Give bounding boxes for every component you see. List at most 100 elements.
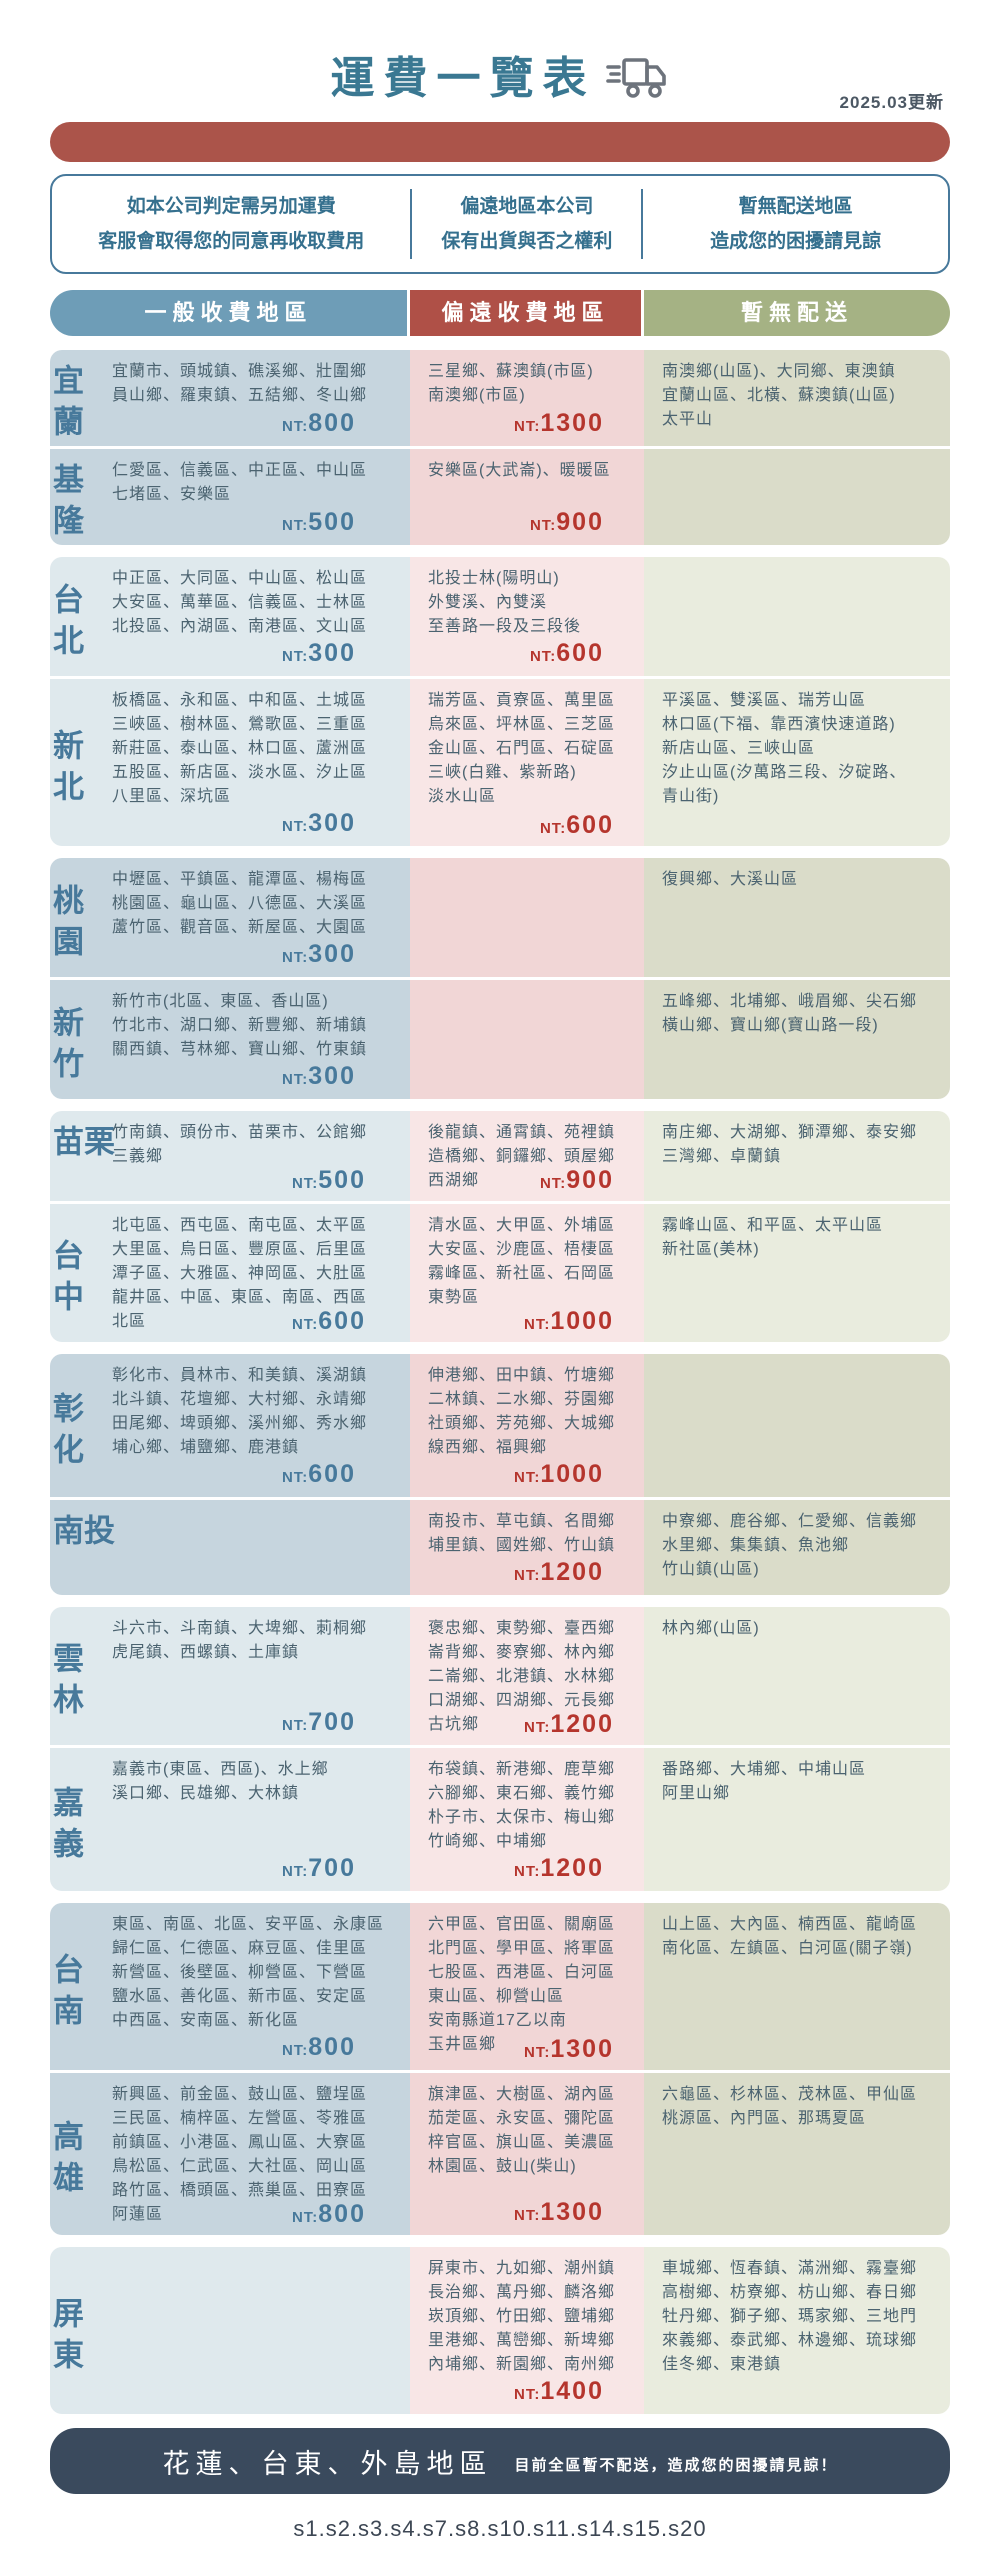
remote-price: NT:1000: [524, 1307, 614, 1336]
area-line: 新興區、前金區、鼓山區、鹽埕區: [112, 2086, 368, 2104]
price-currency: NT:: [539, 1175, 567, 1193]
price-currency: NT:: [514, 2386, 541, 2404]
none-cell: 車城鄉、恆春鎮、滿洲鄉、霧臺鄉 高樹鄉、枋寮鄉、枋山鄉、春日鄉 牡丹鄉、獅子鄉、瑪家…: [644, 2247, 950, 2415]
region-label: 台中: [50, 1239, 83, 1322]
page-header: 運費一覽表: [50, 42, 950, 106]
general-price: NT:600: [282, 1460, 396, 1489]
price-value: 900: [566, 1166, 614, 1195]
general-cell: 嘉義 嘉義市(東區、西區)、水上鄉 溪口鄉、民雄鄉、大林鎮 NT:700: [50, 1748, 410, 1892]
cell-body: 旗津區、大樹區、湖內區 茄萣區、永安區、彌陀區 梓官區、旗山區、美濃區 林園區、鼓山(…: [410, 2073, 644, 2235]
notice-remote-right: 偏遠地區本公司 保有出貨與否之權利: [410, 189, 644, 260]
price-currency: NT:: [281, 2042, 309, 2060]
area-line: 高樹鄉、枋寮鄉、枋山鄉、春日鄉: [662, 2284, 918, 2302]
area-line: 朴子市、太保市、梅山鄉: [428, 1809, 616, 1827]
remote-cell: [410, 858, 644, 978]
area-line: 新店山區、三峽山區: [662, 740, 816, 758]
area-line: 安樂區(大武崙)、暖暖區: [428, 462, 611, 480]
area-line: 埔心鄉、埔鹽鄉、鹿港鎮: [112, 1439, 300, 1457]
column-header-none: 暫無配送: [644, 290, 950, 337]
cell-body: 宜蘭市、頭城鎮、礁溪鄉、壯圍鄉 員山鄉、羅東鎮、五結鄉、冬山鄉 NT:800: [108, 350, 410, 446]
general-price: NT:300: [282, 1062, 396, 1091]
region-group: 台北 中正區、大同區、中山區、松山區 大安區、萬華區、信義區、士林區 北投區、內湖區、…: [50, 557, 950, 847]
price-value: 600: [308, 1460, 356, 1489]
area-line: 佳冬鄉、東港鎮: [662, 2356, 782, 2374]
cell-body: [410, 980, 644, 1099]
area-line: 新竹市(北區、東區、香山區): [112, 993, 329, 1011]
cell-body: 北屯區、西屯區、南屯區、太平區 大里區、烏日區、豐原區、后里區 潭子區、大雅區、神岡…: [108, 1204, 410, 1342]
notice-no-delivery: 暫無配送地區 造成您的困擾請見諒: [643, 189, 948, 259]
column-header-remote: 偏遠收費地區: [410, 290, 641, 337]
area-line: 北斗鎮、花壇鄉、大村鄉、永靖鄉: [112, 1391, 368, 1409]
area-line: 林園區、鼓山(柴山): [428, 2158, 577, 2176]
area-line: 口湖鄉、四湖鄉、元長鄉: [428, 1692, 616, 1710]
area-line: 前鎮區、小港區、鳳山區、大寮區: [112, 2134, 368, 2152]
cell-body: [644, 449, 950, 545]
region-label: 屏東: [50, 2296, 83, 2379]
region-group: 桃園 中壢區、平鎮區、龍潭區、楊梅區 桃園區、龜山區、八德區、大溪區 蘆竹區、觀音區、…: [50, 858, 950, 1100]
area-line: 南化區、左鎮區、白河區(關子嶺): [662, 1940, 913, 1958]
general-price: NT:700: [282, 1854, 396, 1883]
general-cell: 新竹 新竹市(北區、東區、香山區) 竹北市、湖口鄉、新豐鄉、新埔鎮 關西鎮、芎林鄉、寶…: [50, 980, 410, 1100]
row-divider: [50, 2070, 950, 2074]
area-line: 東區、南區、北區、安平區、永康區: [112, 1916, 385, 1934]
area-line: 埔里鎮、國姓鄉、竹山鎮: [428, 1537, 616, 1555]
area-line: 嘉義市(東區、西區)、水上鄉: [112, 1761, 329, 1779]
remote-cell: 清水區、大甲區、外埔區 大安區、沙鹿區、梧棲區 霧峰區、新社區、石岡區 東勢區 NT:1…: [410, 1204, 644, 1343]
area-line: 鹽水區、善化區、新市區、安定區: [112, 1988, 368, 2006]
area-line: 山上區、大內區、楠西區、龍崎區: [662, 1916, 918, 1934]
cell-body: [644, 1354, 950, 1497]
update-date: 2025.03更新: [839, 93, 944, 112]
cell-body: 安樂區(大武崙)、暖暖區 NT:900: [410, 449, 644, 545]
none-cell: 平溪區、雙溪區、瑞芳山區 林口區(下福、靠西濱快速道路) 新店山區、三峽山區 汐止山區…: [644, 679, 950, 847]
price-value: 600: [318, 1307, 366, 1336]
area-line: 桃園區、龜山區、八德區、大溪區: [112, 895, 368, 913]
area-line: 霧峰山區、和平區、太平山區: [662, 1217, 884, 1235]
area-line: 歸仁區、仁德區、麻豆區、佳里區: [112, 1940, 368, 1958]
area-line: 旗津區、大樹區、湖內區: [428, 2086, 616, 2104]
price-currency: NT:: [514, 1567, 541, 1585]
price-value: 600: [566, 811, 614, 840]
area-line: 路竹區、橋頭區、燕巢區、田寮區: [112, 2182, 368, 2200]
region-row: 桃園 中壢區、平鎮區、龍潭區、楊梅區 桃園區、龜山區、八德區、大溪區 蘆竹區、觀音區、…: [50, 858, 950, 978]
region-group: 苗栗 竹南鎮、頭份市、苗栗市、公館鄉 三義鄉 NT:500 後龍鎮、通霄鎮、苑裡鎮 造橋鄉…: [50, 1111, 950, 1343]
area-line: 梓官區、旗山區、美濃區: [428, 2134, 616, 2152]
cell-body: 番路鄉、大埔鄉、中埔山區 阿里山鄉: [644, 1748, 950, 1891]
area-line: 關西鎮、芎林鄉、寶山鄉、竹東鎮: [112, 1041, 368, 1059]
region-label: 新北: [50, 728, 83, 811]
area-line: 六甲區、官田區、關廟區: [428, 1916, 616, 1934]
area-line: 桃源區、內門區、那瑪夏區: [662, 2110, 867, 2128]
cell-body: 褒忠鄉、東勢鄉、臺西鄉 崙背鄉、麥寮鄉、林內鄉 二崙鄉、北港鎮、水林鄉 口湖鄉、四湖鄉…: [410, 1607, 644, 1745]
remote-cell: 安樂區(大武崙)、暖暖區 NT:900: [410, 449, 644, 546]
area-line: 南澳鄉(市區): [428, 387, 526, 405]
row-divider: [50, 1497, 950, 1501]
remote-cell: 三星鄉、蘇澳鎮(市區) 南澳鄉(市區) NT:1300: [410, 350, 644, 447]
area-line: 大安區、沙鹿區、梧棲區: [428, 1241, 616, 1259]
region-label: 宜蘭: [50, 364, 83, 447]
cell-body: 北投士林(陽明山) 外雙溪、內雙溪 至善路一段及三段後 NT:600: [410, 557, 644, 676]
area-line: 玉井區鄉: [428, 2036, 497, 2054]
general-cell: 高雄 新興區、前金區、鼓山區、鹽埕區 三民區、楠梓區、左營區、苓雅區 前鎮區、小港區、…: [50, 2073, 410, 2236]
cell-body: 六龜區、杉林區、茂林區、甲仙區 桃源區、內門區、那瑪夏區: [644, 2073, 950, 2235]
remote-cell: 褒忠鄉、東勢鄉、臺西鄉 崙背鄉、麥寮鄉、林內鄉 二崙鄉、北港鎮、水林鄉 口湖鄉、四湖鄉…: [410, 1607, 644, 1746]
none-cell: 復興鄉、大溪山區: [644, 858, 950, 978]
general-cell: 彰化 彰化市、員林市、和美鎮、溪湖鎮 北斗鎮、花壇鄉、大村鄉、永靖鄉 田尾鄉、埤頭鄉、…: [50, 1354, 410, 1498]
cell-body: 中壢區、平鎮區、龍潭區、楊梅區 桃園區、龜山區、八德區、大溪區 蘆竹區、觀音區、新屋…: [108, 858, 410, 977]
price-value: 1000: [550, 1307, 614, 1336]
region-row: 高雄 新興區、前金區、鼓山區、鹽埕區 三民區、楠梓區、左營區、苓雅區 前鎮區、小港區、…: [50, 2073, 950, 2236]
remote-price: NT:900: [530, 508, 630, 537]
area-line: 新營區、後壁區、柳營區、下營區: [112, 1964, 368, 1982]
cell-body: 中正區、大同區、中山區、松山區 大安區、萬華區、信義區、士林區 北投區、內湖區、南港…: [108, 557, 410, 676]
remote-cell: 六甲區、官田區、關廟區 北門區、學甲區、將軍區 七股區、西港區、白河區 東山區、柳營山…: [410, 1903, 644, 2071]
region-group: 彰化 彰化市、員林市、和美鎮、溪湖鎮 北斗鎮、花壇鄉、大村鄉、永靖鄉 田尾鄉、埤頭鄉、…: [50, 1354, 950, 1596]
price-currency: NT:: [281, 1717, 309, 1735]
area-line: 南庄鄉、大湖鄉、獅潭鄉、泰安鄉: [662, 1124, 918, 1142]
region-row: 台北 中正區、大同區、中山區、松山區 大安區、萬華區、信義區、士林區 北投區、內湖區、…: [50, 557, 950, 677]
area-line: 阿里山鄉: [662, 1785, 731, 1803]
cell-body: 平溪區、雙溪區、瑞芳山區 林口區(下福、靠西濱快速道路) 新店山區、三峽山區 汐止山區…: [644, 679, 950, 846]
area-line: 阿蓮區: [112, 2206, 164, 2224]
price-currency: NT:: [529, 648, 557, 666]
cell-body: [108, 2247, 410, 2414]
area-line: 水里鄉、集集鎮、魚池鄉: [662, 1537, 850, 1555]
cell-body: [410, 858, 644, 977]
area-line: 三灣鄉、卓蘭鎮: [662, 1148, 782, 1166]
